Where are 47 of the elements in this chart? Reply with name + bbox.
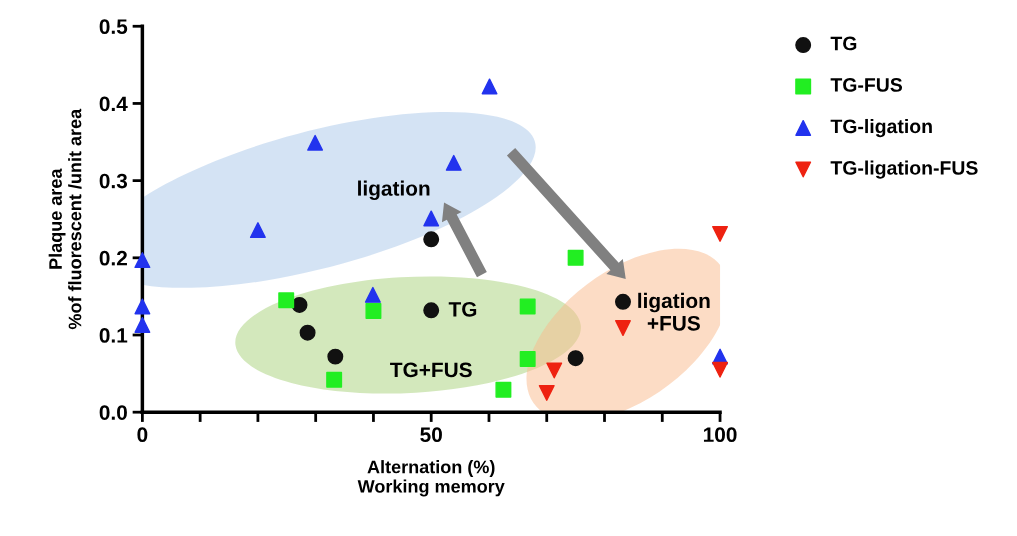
point — [291, 296, 308, 313]
y-tick-label: 0.2 — [99, 250, 127, 266]
point — [299, 324, 316, 341]
point — [615, 293, 631, 310]
x-tick-label: 100 — [703, 427, 737, 443]
y-tick-label: 0.0 — [99, 405, 127, 420]
x-axis-title: Alternation (%) Working memory — [357, 460, 505, 497]
annotation: TG — [448, 301, 477, 317]
legend-label: TG-ligation-FUS — [830, 160, 978, 179]
point — [712, 225, 729, 242]
annotation: ligation — [358, 180, 430, 201]
point — [365, 303, 382, 320]
annotation: TG+FUS — [390, 362, 472, 378]
point — [546, 362, 563, 379]
point — [519, 350, 536, 367]
y-tick-label: 0.4 — [99, 96, 128, 112]
point — [278, 292, 295, 309]
point — [364, 286, 381, 303]
legend-label: TG — [830, 36, 857, 51]
x-tick-label: 50 — [420, 427, 442, 443]
point — [615, 320, 631, 337]
point — [481, 78, 498, 95]
point — [423, 231, 440, 248]
point — [538, 384, 555, 401]
x-tick-label: 0 — [137, 427, 148, 443]
point — [134, 252, 151, 269]
point — [307, 134, 324, 151]
point — [423, 302, 440, 319]
legend-label: TG-FUS — [830, 78, 903, 92]
annotation: ligation +FUS — [638, 292, 710, 331]
point — [423, 210, 440, 227]
point — [249, 222, 266, 239]
point — [519, 298, 536, 315]
point — [712, 361, 729, 378]
point — [134, 316, 151, 333]
point — [567, 249, 584, 266]
y-tick-label: 0.5 — [99, 19, 128, 35]
point — [567, 350, 584, 367]
point — [134, 298, 151, 315]
point — [327, 348, 344, 365]
point — [445, 154, 462, 171]
y-tick-label: 0.1 — [99, 328, 128, 343]
y-axis-title: Plaque area %of fluorescent /unit area — [48, 108, 82, 330]
legend-label: TG-ligation — [830, 118, 932, 138]
point — [495, 381, 512, 398]
y-tick-label: 0.3 — [99, 173, 128, 189]
point — [326, 371, 343, 388]
